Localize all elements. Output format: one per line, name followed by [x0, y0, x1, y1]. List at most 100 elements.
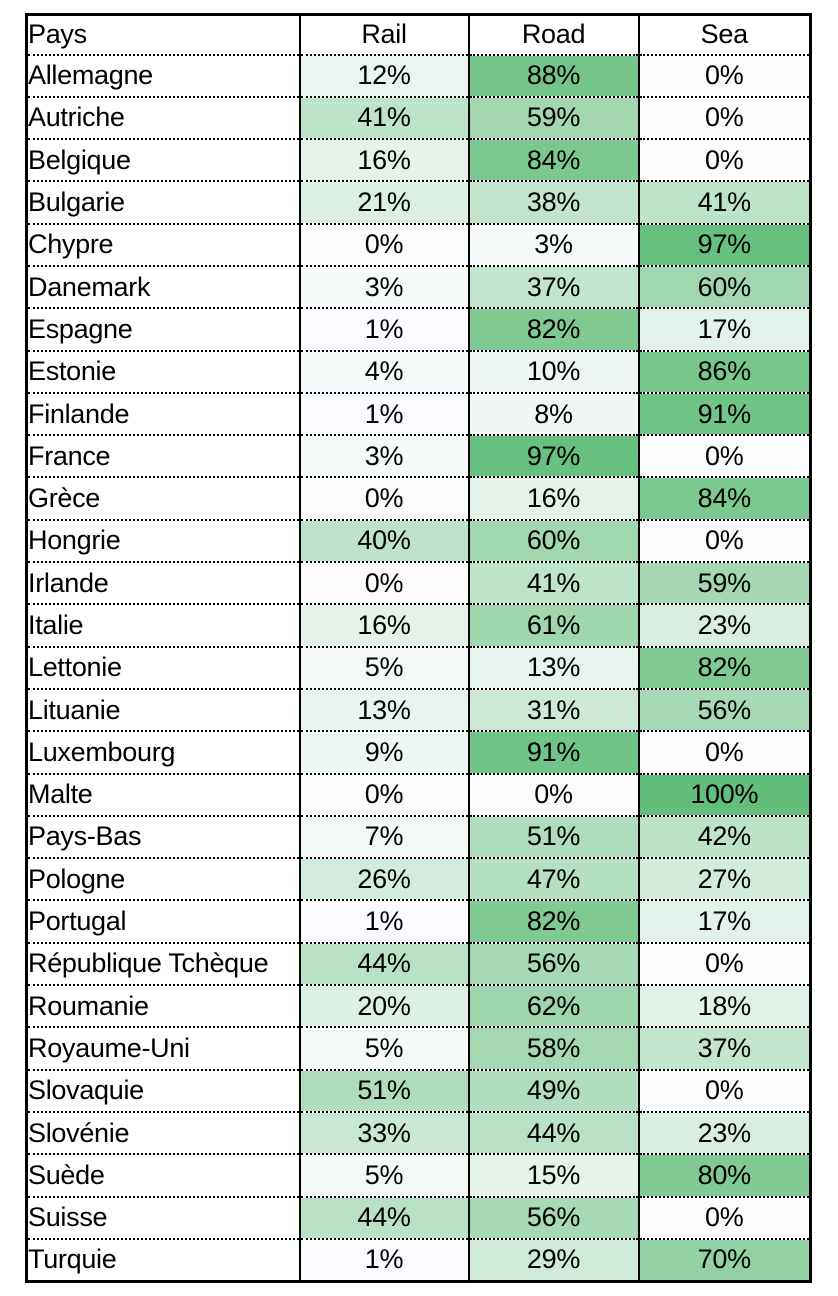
- table-row: Grèce 0% 16% 84%: [26, 477, 811, 521]
- header-rail: Rail: [298, 14, 469, 56]
- country-cell: Grèce: [26, 477, 300, 521]
- value-cell: 0%: [637, 942, 811, 987]
- value-cell: 5%: [298, 1154, 469, 1198]
- value-cell: 33%: [298, 1111, 469, 1156]
- value-cell: 97%: [467, 435, 639, 479]
- value-cell: 0%: [637, 731, 811, 775]
- value-cell: 0%: [298, 773, 469, 817]
- value-cell: 13%: [298, 688, 469, 733]
- value-cell: 38%: [467, 181, 639, 225]
- value-cell: 44%: [298, 942, 469, 987]
- value-cell: 60%: [637, 265, 811, 310]
- country-cell: Irlande: [26, 562, 300, 606]
- value-cell: 70%: [637, 1238, 811, 1282]
- value-cell: 56%: [467, 1196, 639, 1240]
- value-cell: 8%: [467, 392, 639, 437]
- value-cell: 82%: [467, 308, 639, 352]
- table-row: Suisse 44% 56% 0%: [26, 1196, 811, 1240]
- country-cell: Luxembourg: [26, 731, 300, 775]
- value-cell: 3%: [298, 435, 469, 479]
- value-cell: 82%: [637, 646, 811, 690]
- value-cell: 91%: [467, 731, 639, 775]
- value-cell: 16%: [298, 139, 469, 183]
- value-cell: 26%: [298, 858, 469, 902]
- country-cell: Bulgarie: [26, 181, 300, 225]
- country-cell: Autriche: [26, 96, 300, 141]
- value-cell: 0%: [298, 562, 469, 606]
- value-cell: 1%: [298, 900, 469, 944]
- country-cell: Portugal: [26, 900, 300, 944]
- value-cell: 7%: [298, 815, 469, 860]
- value-cell: 9%: [298, 731, 469, 775]
- value-cell: 51%: [298, 1069, 469, 1113]
- table-row: Belgique 16% 84% 0%: [26, 139, 811, 183]
- country-cell: Chypre: [26, 223, 300, 267]
- table-row: Estonie 4% 10% 86%: [26, 350, 811, 394]
- value-cell: 47%: [467, 858, 639, 902]
- country-cell: Finlande: [26, 392, 300, 437]
- country-cell: Suède: [26, 1154, 300, 1198]
- table-row: Chypre 0% 3% 97%: [26, 223, 811, 267]
- country-cell: Turquie: [28, 1244, 117, 1275]
- value-cell: 41%: [467, 562, 639, 606]
- table-row: Portugal 1% 82% 17%: [26, 900, 811, 944]
- value-cell: 82%: [467, 900, 639, 944]
- country-cell: Pays-Bas: [26, 815, 300, 860]
- table-row: Turquie 1% 29% 70%: [27, 1238, 811, 1282]
- table-row: République Tchèque 44% 56% 0%: [26, 942, 811, 987]
- value-cell: 12%: [298, 54, 469, 98]
- table-row: Royaume-Uni 5% 58% 37%: [26, 1027, 811, 1071]
- value-cell: 84%: [637, 477, 811, 521]
- value-cell: 0%: [637, 519, 811, 564]
- value-cell: 60%: [467, 519, 639, 564]
- value-cell: 18%: [637, 985, 811, 1029]
- table-row: Pays-Bas 7% 51% 42%: [26, 815, 811, 860]
- country-cell: Slovénie: [26, 1111, 300, 1156]
- table-row: Roumanie 20% 62% 18%: [26, 985, 811, 1029]
- table-row: Italie 16% 61% 23%: [26, 604, 811, 648]
- value-cell: 21%: [298, 181, 469, 225]
- value-cell: 42%: [637, 815, 811, 860]
- value-cell: 5%: [298, 646, 469, 690]
- table-row: Autriche 41% 59% 0%: [26, 96, 811, 141]
- value-cell: 16%: [467, 477, 639, 521]
- value-cell: 27%: [637, 858, 811, 902]
- value-cell: 91%: [637, 392, 811, 437]
- value-cell: 0%: [637, 139, 811, 183]
- value-cell: 80%: [637, 1154, 811, 1198]
- table-row: Bulgarie 21% 38% 41%: [26, 181, 811, 225]
- table-row: Espagne 1% 82% 17%: [26, 308, 811, 352]
- table-row: Finlande 1% 8% 91%: [26, 392, 811, 437]
- country-cell: France: [26, 435, 300, 479]
- value-cell: 3%: [467, 223, 639, 267]
- country-cell: Allemagne: [26, 54, 300, 98]
- country-cell: Lituanie: [26, 688, 300, 733]
- value-cell: 61%: [467, 604, 639, 648]
- table-row: Danemark 3% 37% 60%: [26, 265, 811, 310]
- value-cell: 15%: [467, 1154, 639, 1198]
- country-cell: Lettonie: [26, 646, 300, 690]
- value-cell: 44%: [467, 1111, 639, 1156]
- country-cell: Belgique: [26, 139, 300, 183]
- value-cell: 56%: [637, 688, 811, 733]
- country-cell: Slovaquie: [26, 1069, 300, 1113]
- value-cell: 40%: [298, 519, 469, 564]
- header-sea: Sea: [637, 14, 811, 56]
- value-cell: 0%: [637, 54, 811, 98]
- value-cell: 88%: [467, 54, 639, 98]
- table-row: Luxembourg 9% 91% 0%: [26, 731, 811, 775]
- value-cell: 1%: [298, 308, 469, 352]
- country-cell: République Tchèque: [26, 942, 300, 987]
- value-cell: 20%: [298, 985, 469, 1029]
- country-cell: Pologne: [26, 858, 300, 902]
- value-cell: 41%: [298, 96, 469, 141]
- value-cell: 5%: [298, 1027, 469, 1071]
- header-road: Road: [467, 14, 639, 56]
- value-cell: 23%: [637, 1111, 811, 1156]
- value-cell: 86%: [637, 350, 811, 394]
- table-row: Allemagne 12% 88% 0%: [26, 54, 811, 98]
- country-cell: Royaume-Uni: [26, 1027, 300, 1071]
- value-cell: 58%: [467, 1027, 639, 1071]
- value-cell: 49%: [467, 1069, 639, 1113]
- value-cell: 0%: [467, 773, 639, 817]
